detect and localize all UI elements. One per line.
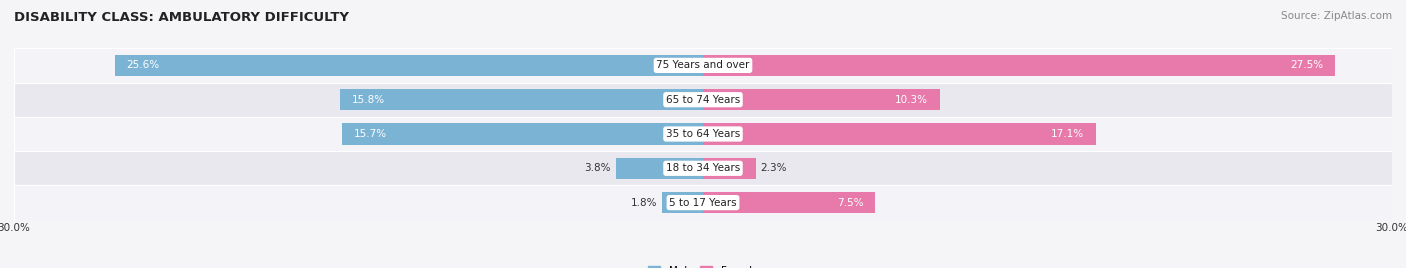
Bar: [14, 48, 1392, 83]
Bar: [14, 185, 1392, 220]
Bar: [14, 117, 1392, 151]
Text: 10.3%: 10.3%: [896, 95, 928, 105]
Bar: [703, 89, 939, 110]
Text: 75 Years and over: 75 Years and over: [657, 60, 749, 70]
Text: 5 to 17 Years: 5 to 17 Years: [669, 198, 737, 208]
Text: DISABILITY CLASS: AMBULATORY DIFFICULTY: DISABILITY CLASS: AMBULATORY DIFFICULTY: [14, 11, 349, 24]
Bar: [340, 89, 703, 110]
Text: 27.5%: 27.5%: [1289, 60, 1323, 70]
Text: 15.7%: 15.7%: [354, 129, 387, 139]
Bar: [343, 123, 703, 145]
Text: 3.8%: 3.8%: [585, 163, 612, 173]
Text: 15.8%: 15.8%: [352, 95, 385, 105]
Bar: [616, 158, 703, 179]
Bar: [662, 192, 703, 213]
Bar: [703, 192, 875, 213]
Legend: Male, Female: Male, Female: [644, 261, 762, 268]
Text: 7.5%: 7.5%: [837, 198, 863, 208]
Bar: [703, 55, 1334, 76]
Text: 35 to 64 Years: 35 to 64 Years: [666, 129, 740, 139]
Bar: [14, 83, 1392, 117]
Bar: [703, 158, 756, 179]
Text: 2.3%: 2.3%: [761, 163, 787, 173]
Bar: [703, 123, 1095, 145]
Bar: [115, 55, 703, 76]
Text: 65 to 74 Years: 65 to 74 Years: [666, 95, 740, 105]
Text: 1.8%: 1.8%: [630, 198, 657, 208]
Text: 17.1%: 17.1%: [1052, 129, 1084, 139]
Text: 18 to 34 Years: 18 to 34 Years: [666, 163, 740, 173]
Text: 25.6%: 25.6%: [127, 60, 160, 70]
Bar: [14, 151, 1392, 185]
Text: Source: ZipAtlas.com: Source: ZipAtlas.com: [1281, 11, 1392, 21]
